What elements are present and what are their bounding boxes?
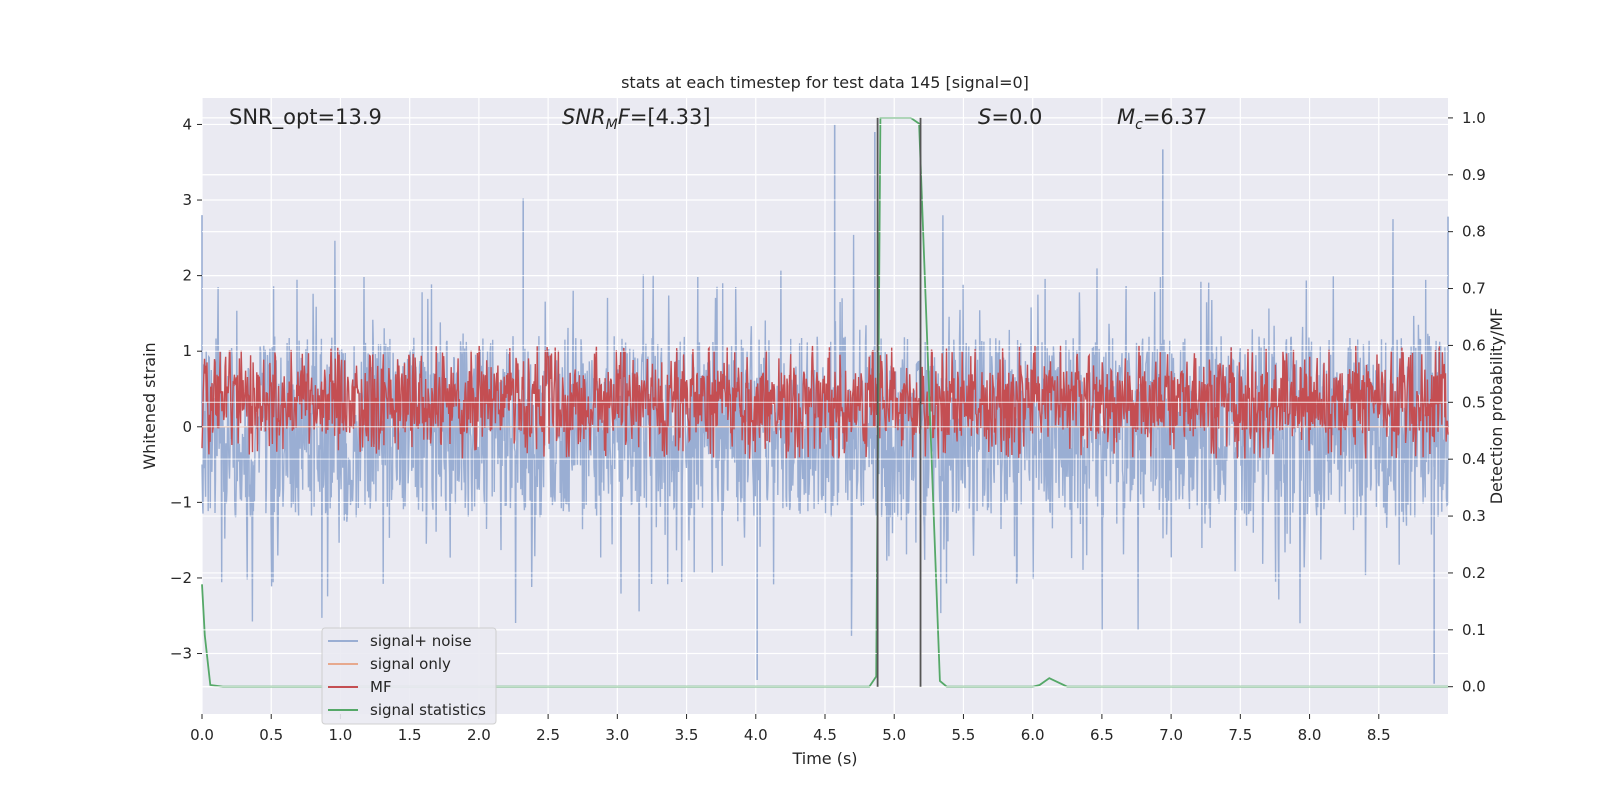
y-tick-label: 1 [182,342,192,360]
annotation-text: Mc=6.37 [1117,105,1207,133]
y2-tick-label: 0.4 [1462,450,1486,468]
y2-tick-label: 0.3 [1462,507,1486,525]
y2-tick-label: 0.0 [1462,678,1486,696]
series-mf [201,345,1449,460]
y2-tick-label: 0.6 [1462,336,1486,354]
y-tick-label: 4 [182,115,192,133]
y-tick-label: −3 [170,645,192,663]
x-tick-label: 1.0 [329,726,353,744]
x-tick-label: 6.0 [1021,726,1045,744]
x-tick-label: 3.0 [605,726,629,744]
y2-tick-label: 0.7 [1462,280,1486,298]
x-tick-label: 2.0 [467,726,491,744]
x-tick-label: 4.5 [813,726,837,744]
axes: 0.0 0.5 1.0 1.5 2.0 2.5 3.0 3.5 4.0 4.5 5.0 5.5 6.0 6… [170,109,1486,744]
x-tick-label: 1.5 [398,726,422,744]
legend: signal+ noise signal only MF signal statist… [321,627,497,725]
annotation-text: S=0.0 [978,105,1042,129]
x-tick-label: 0.5 [259,726,283,744]
y2-tick-label: 0.9 [1462,166,1486,184]
legend-box [321,627,497,725]
x-tick-label: 8.0 [1298,726,1322,744]
legend-label: signal+ noise [370,632,472,650]
y-tick-label: 0 [182,418,192,436]
legend-label: signal only [370,655,451,673]
y2-tick-label: 0.8 [1462,223,1486,241]
annotations: SNR_opt=13.9 SNRMF=[4.33] S=0.0 Mc=6.37 [229,105,1207,133]
x-axis-label: Time (s) [791,749,857,768]
y-tick-label: 2 [182,267,192,285]
x-tick-label: 7.5 [1228,726,1252,744]
x-tick-label: 6.5 [1090,726,1114,744]
y2-axis-label: Detection probability/MF [1487,308,1506,505]
x-tick-label: 8.5 [1367,726,1391,744]
x-tick-label: 5.0 [882,726,906,744]
legend-label: signal statistics [370,701,486,719]
chart-title: stats at each timestep for test data 145… [621,73,1029,92]
y-axis-label: Whitened strain [140,342,159,469]
y2-tick-label: 0.2 [1462,564,1486,582]
x-tick-label: 0.0 [190,726,214,744]
x-tick-label: 7.0 [1159,726,1183,744]
annotation-text: SNRMF=[4.33] [562,105,711,133]
x-tick-label: 3.5 [675,726,699,744]
legend-label: MF [370,678,392,696]
x-tick-label: 2.5 [536,726,560,744]
y-tick-label: −2 [170,569,192,587]
y-tick-label: −1 [170,493,192,511]
y-tick-label: 3 [182,191,192,209]
y2-tick-label: 1.0 [1462,109,1486,127]
x-tick-label: 4.0 [744,726,768,744]
x-tick-label: 5.5 [952,726,976,744]
y2-tick-label: 0.5 [1462,393,1486,411]
mf-trace [201,345,1449,460]
annotation-text: SNR_opt=13.9 [229,105,382,130]
y2-tick-label: 0.1 [1462,621,1486,639]
